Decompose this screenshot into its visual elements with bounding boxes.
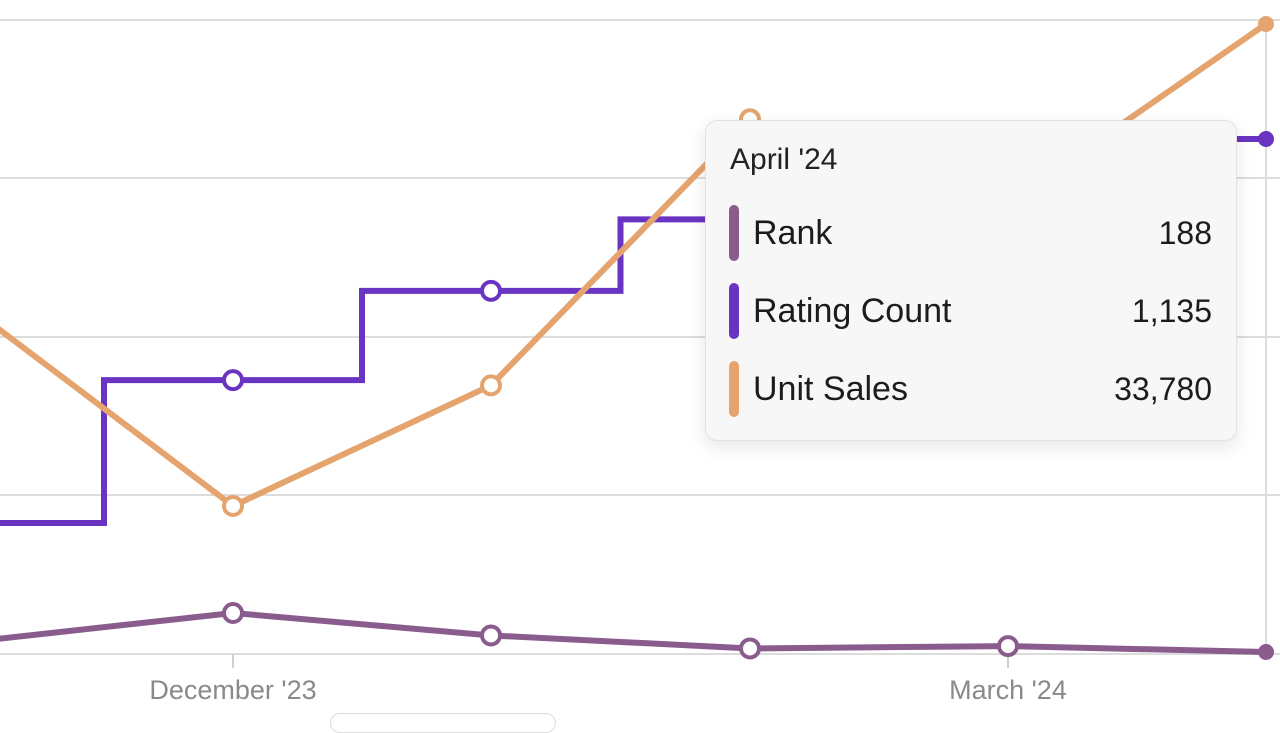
rating-count-swatch — [729, 283, 739, 339]
tooltip-label-unit-sales: Unit Sales — [753, 369, 908, 408]
x-tick-label: December '23 — [149, 675, 316, 705]
series-rank — [0, 602, 1274, 660]
data-point-rating-count — [222, 369, 244, 392]
tooltip-label-rating-count: Rating Count — [753, 291, 952, 330]
series-line-rank — [0, 609, 1267, 655]
data-point-rank — [997, 635, 1019, 658]
tooltip-row-unit-sales: Unit Sales 33,780 — [729, 361, 1212, 417]
rank-swatch — [729, 205, 739, 261]
tooltip-row-rank: Rank 188 — [729, 205, 1212, 261]
data-point-rank — [480, 624, 502, 647]
grid-lines — [0, 19, 1280, 655]
x-axis: December '23 March '24 — [149, 654, 1067, 705]
data-point-unit-sales — [480, 374, 502, 397]
x-tick-label: March '24 — [949, 675, 1067, 705]
data-point-rank — [222, 602, 244, 624]
data-point-rating-count — [480, 279, 502, 302]
data-point-unit-sales — [222, 495, 244, 517]
data-point-rating-count — [1258, 131, 1274, 147]
tooltip-row-rating-count: Rating Count 1,135 — [729, 283, 1212, 339]
tooltip-value-rating-count: 1,135 — [1131, 292, 1212, 329]
data-point-unit-sales — [1258, 16, 1274, 32]
tooltip-value-rank: 188 — [1158, 214, 1212, 251]
tooltip-title: April '24 — [730, 143, 838, 176]
unit-sales-swatch — [729, 361, 739, 417]
data-point-rank — [739, 637, 761, 660]
tooltip-label-rank: Rank — [753, 213, 833, 252]
chart-tooltip: April '24 Rank 188 Rating Count 1,135 Un… — [705, 120, 1237, 441]
chart-scrollbar[interactable] — [330, 713, 556, 733]
data-point-rank — [1258, 644, 1274, 660]
tooltip-value-unit-sales: 33,780 — [1114, 370, 1212, 407]
